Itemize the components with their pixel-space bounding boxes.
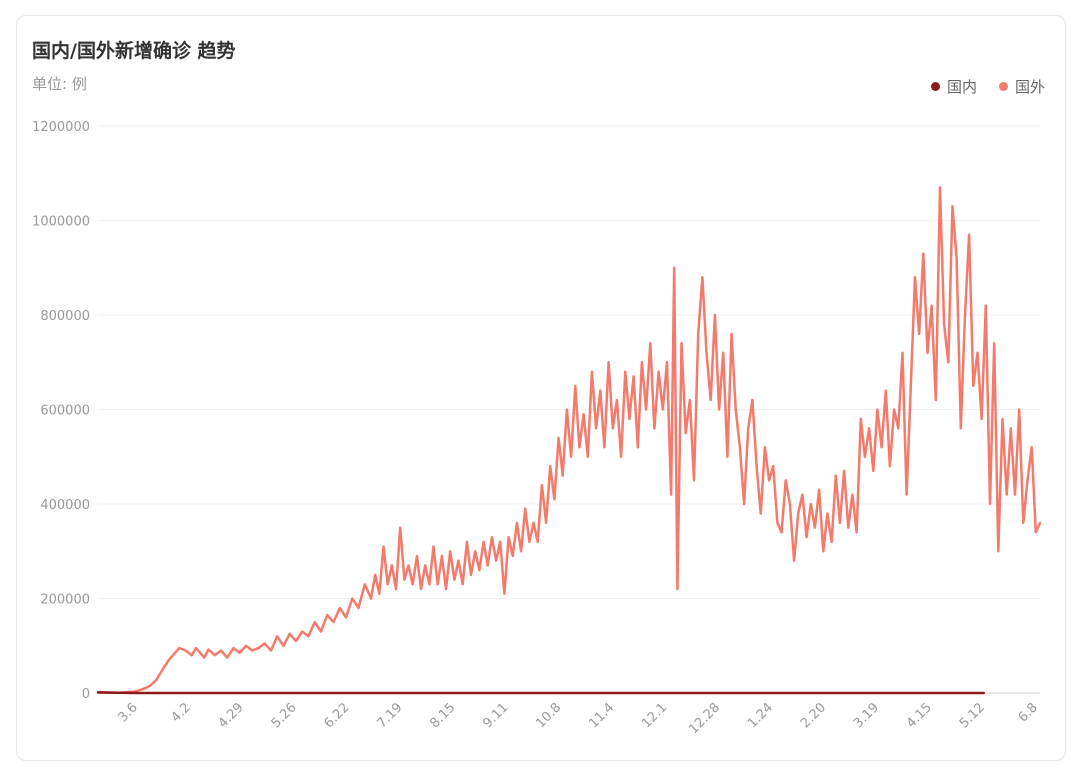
x-tick-label: 7.19 [374, 700, 405, 731]
x-tick-label: 11.4 [586, 700, 617, 731]
y-axis: 1200000 1000000 800000 600000 400000 200000 0 [32, 120, 90, 702]
legend-label: 国内 [946, 78, 977, 96]
x-tick-label: 4.2 [169, 700, 194, 725]
legend-item-1[interactable]: 国外 [998, 76, 1045, 97]
series-lines [96, 186, 1042, 695]
x-tick-label: 3.6 [116, 700, 141, 725]
y-tick-label: 400000 [40, 498, 90, 513]
y-tick-label: 1000000 [32, 215, 90, 230]
legend: 国内 国外 [909, 76, 1045, 97]
x-tick-label: 12.28 [686, 700, 723, 737]
series-line-国外 [96, 186, 1042, 695]
x-tick-label: 4.15 [904, 700, 935, 731]
y-tick-label: 600000 [40, 404, 90, 419]
x-tick-label: 2.20 [798, 700, 829, 731]
series-line-国内 [96, 691, 985, 695]
y-tick-label: 0 [82, 687, 90, 702]
legend-dot-icon [998, 82, 1008, 91]
x-tick-label: 4.29 [216, 700, 247, 731]
x-tick-label: 12.1 [639, 700, 670, 731]
y-tick-label: 200000 [40, 593, 90, 608]
y-tick-label: 800000 [40, 309, 90, 324]
y-tick-label: 1200000 [32, 120, 90, 135]
x-tick-label: 10.8 [533, 700, 564, 731]
x-tick-label: 9.11 [480, 700, 511, 731]
chart-card: 国内/国外新增确诊 趋势 单位: 例 国内 国外 [16, 15, 1066, 761]
x-tick-label: 5.12 [957, 700, 988, 731]
unit-label: 单位: 例 [32, 75, 87, 93]
chart-title: 国内/国外新增确诊 趋势 [32, 40, 236, 62]
x-tick-label: 6.8 [1016, 700, 1041, 725]
x-tick-label: 5.26 [269, 700, 300, 731]
x-axis: 3.6 4.2 4.29 5.26 6.22 7.19 8.15 9.11 10.8 11.4 12… [98, 692, 1041, 737]
x-tick-label: 8.15 [427, 700, 458, 731]
x-tick-label: 1.24 [745, 700, 776, 731]
legend-label: 国外 [1014, 78, 1045, 96]
legend-item-0[interactable]: 国内 [930, 76, 977, 97]
x-tick-label: 3.19 [851, 700, 882, 731]
legend-dot-icon [930, 82, 940, 91]
x-tick-label: 6.22 [322, 700, 353, 731]
